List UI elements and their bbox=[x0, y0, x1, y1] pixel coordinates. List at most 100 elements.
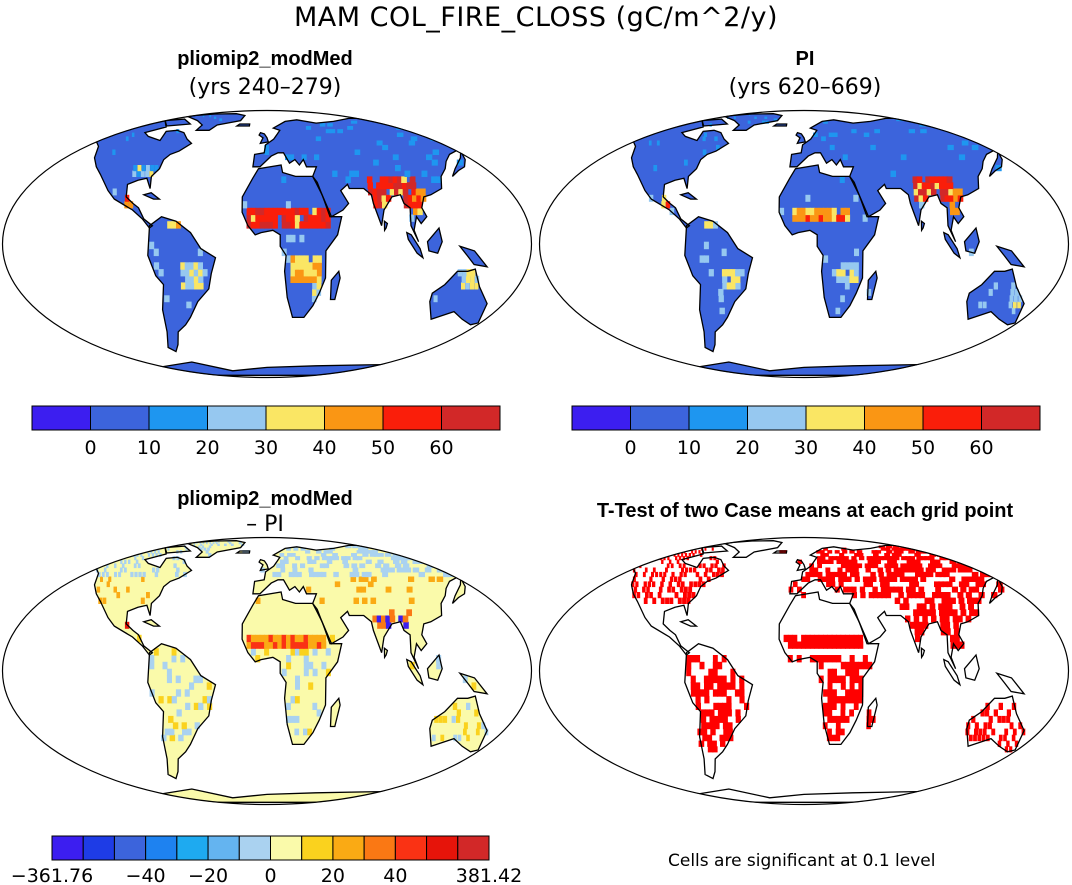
colorbar-tick-label: 20 bbox=[195, 437, 219, 459]
colorbar-tick-label: 381.42 bbox=[456, 865, 522, 885]
colorbar-box bbox=[382, 405, 442, 431]
coastline-cuba bbox=[678, 618, 699, 627]
coastline-cuba bbox=[141, 191, 162, 200]
coastline-south-america bbox=[147, 642, 217, 780]
coastline-new-zealand bbox=[1032, 745, 1055, 767]
colorbar-tick-label: 30 bbox=[794, 437, 818, 459]
colorbar-box bbox=[90, 405, 150, 431]
map-panel-difference bbox=[1, 536, 533, 806]
coastline-africa bbox=[241, 591, 343, 746]
colorbar-tick-label: 50 bbox=[911, 437, 935, 459]
land-sumatra bbox=[943, 659, 960, 685]
coastline-south-america bbox=[147, 215, 217, 353]
coastline-north-america bbox=[52, 118, 193, 229]
coastline-uk bbox=[795, 131, 807, 145]
colorbar-tick-label: 10 bbox=[137, 437, 161, 459]
coastline-africa bbox=[778, 591, 880, 746]
coastline-sumatra bbox=[942, 658, 962, 687]
colorbar-box bbox=[981, 405, 1041, 431]
colorbar-tick-label: 20 bbox=[735, 437, 759, 459]
colorbar-tick-label: 30 bbox=[254, 437, 278, 459]
land-borneo bbox=[964, 655, 980, 681]
coastline-iceland bbox=[234, 123, 251, 127]
colorbar-tick-label: 20 bbox=[321, 865, 345, 885]
land-new-zealand bbox=[495, 319, 517, 339]
coastline-south-america bbox=[684, 642, 754, 780]
colorbar-box bbox=[145, 835, 178, 861]
land-sumatra bbox=[406, 232, 423, 258]
coastline-north-america bbox=[589, 118, 730, 229]
coastline-cuba bbox=[678, 191, 699, 200]
colorbar-box bbox=[148, 405, 208, 431]
land-greenland bbox=[724, 113, 782, 131]
coastline-madagascar bbox=[866, 696, 878, 728]
coastline-japan bbox=[451, 575, 466, 604]
coastline-japan bbox=[451, 148, 466, 177]
colorbar-box bbox=[805, 405, 865, 431]
land-new-guinea bbox=[996, 673, 1025, 694]
panel4-title: T-Test of two Case means at each grid po… bbox=[596, 500, 1014, 522]
colorbar-box bbox=[270, 835, 303, 861]
colorbar-box bbox=[238, 835, 271, 861]
land-sumatra bbox=[943, 232, 960, 258]
land-new-guinea bbox=[459, 246, 488, 267]
colorbar-box bbox=[363, 835, 396, 861]
coastline-greenland bbox=[185, 113, 247, 131]
coastline-north-america bbox=[589, 545, 730, 656]
map-border bbox=[538, 536, 1070, 806]
coastline-madagascar bbox=[866, 269, 878, 301]
coastline-borneo bbox=[963, 653, 980, 681]
coastline-madagascar bbox=[329, 696, 341, 728]
coastline-sumatra bbox=[942, 231, 962, 260]
coastline-iceland bbox=[234, 550, 251, 554]
colorbar-tick-label: 40 bbox=[383, 865, 407, 885]
colorbar-box bbox=[441, 405, 501, 431]
coastline-greenland bbox=[722, 540, 784, 558]
land-borneo bbox=[427, 228, 443, 254]
panel1-title: pliomip2_modMed bbox=[177, 48, 353, 70]
colorbar-box bbox=[332, 835, 365, 861]
colorbar-box bbox=[207, 835, 240, 861]
land-north-america bbox=[590, 546, 729, 655]
coastline-australia bbox=[966, 268, 1025, 326]
coastline-south-america bbox=[684, 215, 754, 353]
colorbar-box bbox=[265, 405, 325, 431]
panel3-title: pliomip2_modMed bbox=[177, 488, 353, 510]
coastline-africa bbox=[241, 164, 343, 319]
colorbar-pi: 0 10 20 30 40 50 60 bbox=[571, 405, 1041, 459]
land-japan bbox=[989, 151, 1003, 177]
map-panel-pi bbox=[538, 109, 1070, 379]
colorbar-box bbox=[747, 405, 807, 431]
coastline-new-zealand bbox=[495, 318, 518, 340]
coastline-greenland bbox=[185, 540, 247, 558]
colorbar-tick-label: 40 bbox=[852, 437, 876, 459]
coastline-australia bbox=[429, 695, 488, 753]
land-uk bbox=[259, 132, 269, 144]
coastline-new-zealand bbox=[495, 745, 518, 767]
land-uk bbox=[259, 559, 269, 571]
coastline-baffin bbox=[164, 545, 192, 554]
coastline-sumatra bbox=[405, 231, 425, 260]
land-australia bbox=[966, 269, 1025, 325]
figure-title: MAM COL_FIRE_CLOSS (gC/m^2/y) bbox=[294, 2, 778, 33]
land-new-zealand bbox=[1032, 319, 1054, 339]
panel3-subtitle: – PI bbox=[246, 512, 284, 537]
land-greenland bbox=[187, 113, 245, 131]
coastline-iceland bbox=[771, 123, 788, 127]
colorbar-box bbox=[426, 835, 459, 861]
coastline-sumatra bbox=[405, 658, 425, 687]
colorbar-box bbox=[51, 835, 84, 861]
colorbar-box bbox=[82, 835, 115, 861]
coastline-borneo bbox=[963, 226, 980, 254]
grid-cells bbox=[72, 115, 480, 309]
land-north-america bbox=[53, 119, 192, 228]
colorbar-modmed: 0 10 20 30 40 50 60 bbox=[31, 405, 501, 459]
panel2-title: PI bbox=[795, 48, 815, 70]
colorbar-tick-label: 0 bbox=[264, 865, 276, 885]
coastline-baffin bbox=[701, 118, 729, 127]
land-greenland bbox=[724, 540, 782, 558]
coastline-baffin bbox=[164, 118, 192, 127]
coastline-cuba bbox=[141, 618, 162, 627]
coastline-uk bbox=[258, 131, 270, 145]
coastline-sri-lanka bbox=[383, 646, 389, 660]
